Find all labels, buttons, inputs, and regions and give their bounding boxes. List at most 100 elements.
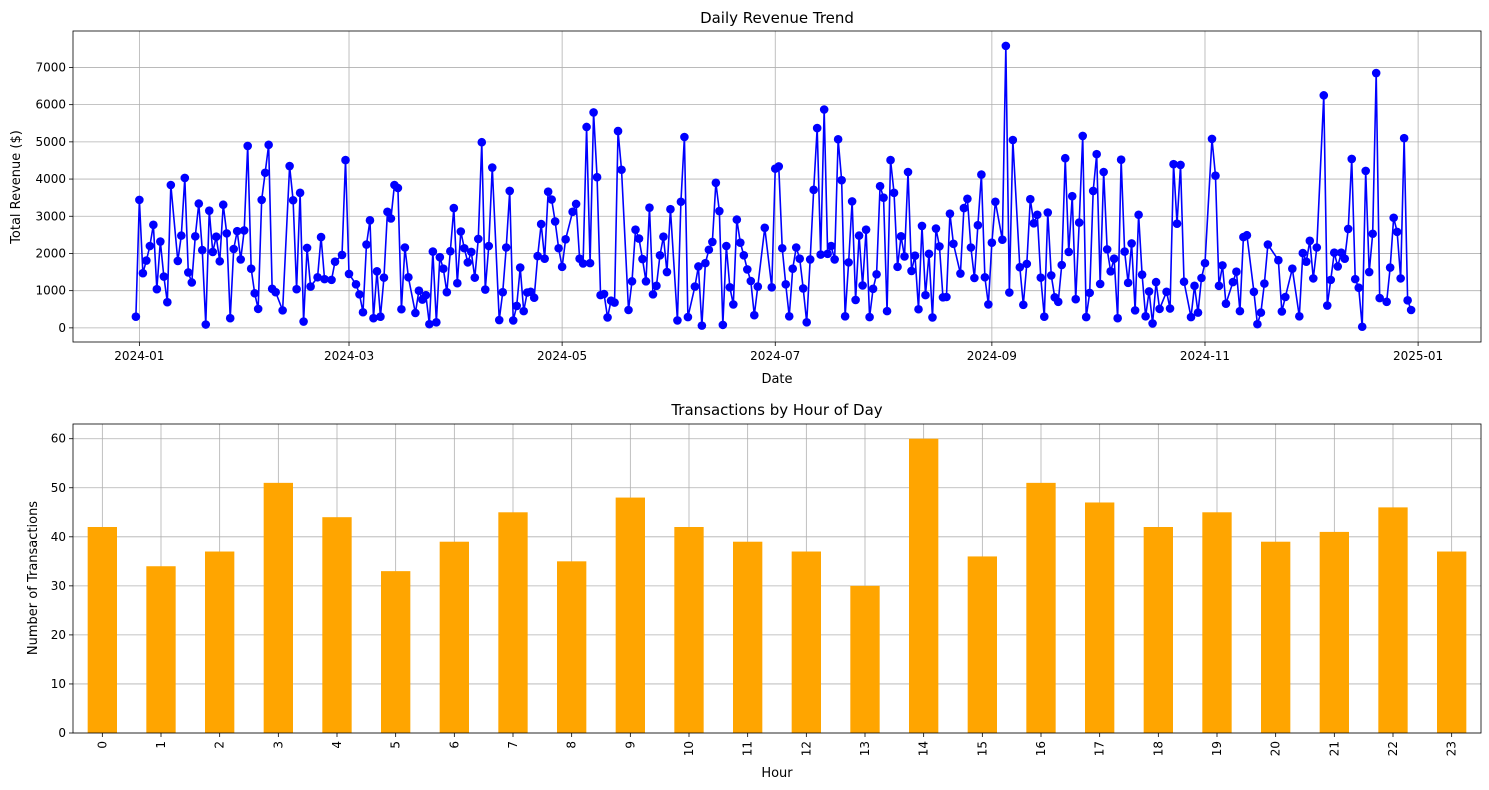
revenue-point (365, 216, 375, 225)
revenue-line-chart: 2024-01 2024-03 2024-05 2024-07 2024-09 2024-… (9, 9, 1482, 387)
hourly-x-tick-label: 14 (917, 741, 931, 756)
revenue-point (299, 317, 308, 326)
revenue-point (421, 290, 431, 300)
hourly-x-tick-label: 21 (1327, 741, 1341, 756)
revenue-point (851, 295, 860, 305)
revenue-point (1193, 308, 1203, 317)
revenue-point (1354, 283, 1364, 292)
revenue-point (1364, 267, 1374, 277)
revenue-point (858, 281, 867, 290)
revenue-chart-title: Daily Revenue Trend (700, 9, 854, 27)
revenue-point (536, 219, 546, 229)
revenue-point (1347, 154, 1357, 164)
hourly-x-tick-label: 6 (447, 741, 461, 749)
hourly-bar (439, 541, 469, 733)
revenue-point (823, 249, 832, 259)
revenue-point (910, 251, 920, 260)
revenue-point (302, 243, 312, 253)
revenue-point (568, 207, 577, 217)
hourly-y-tick-label: 60 (51, 432, 66, 446)
revenue-y-axis-label: Total Revenue ($) (9, 130, 24, 245)
revenue-point (725, 283, 735, 292)
revenue-point (508, 316, 518, 325)
revenue-gridlines (73, 31, 1481, 342)
revenue-point (470, 273, 480, 282)
revenue-point (924, 249, 934, 259)
revenue-point (257, 195, 266, 205)
revenue-point (243, 141, 252, 151)
revenue-point (694, 262, 703, 271)
revenue-point (662, 267, 672, 277)
revenue-point (652, 281, 661, 291)
revenue-point (215, 256, 225, 266)
revenue-point (1326, 275, 1336, 285)
revenue-point (987, 238, 997, 247)
revenue-point (1141, 312, 1150, 321)
hourly-bar (909, 438, 939, 733)
revenue-x-tick-label: 2024-07 (750, 349, 800, 363)
hourly-bar (1437, 551, 1467, 733)
revenue-point (159, 272, 169, 281)
revenue-point (1071, 294, 1081, 304)
hourly-bar (146, 566, 176, 733)
revenue-point (1186, 312, 1196, 322)
revenue-point (337, 250, 347, 260)
revenue-point (295, 188, 305, 198)
revenue-point (1350, 274, 1360, 284)
revenue-point (638, 254, 647, 264)
hourly-y-tick-label: 40 (51, 530, 66, 544)
revenue-point (1169, 159, 1178, 169)
revenue-series (131, 41, 1416, 332)
revenue-point (313, 272, 322, 282)
revenue-point (1116, 155, 1126, 165)
revenue-point (1067, 191, 1077, 201)
revenue-point (571, 199, 581, 209)
revenue-point (603, 313, 612, 322)
revenue-point (868, 284, 878, 294)
revenue-point (1333, 262, 1343, 271)
revenue-point (477, 137, 487, 147)
revenue-point (1277, 307, 1287, 316)
revenue-point (1274, 255, 1283, 265)
revenue-point (152, 284, 162, 294)
revenue-point (900, 252, 909, 261)
hourly-x-tick-label: 5 (389, 741, 403, 749)
revenue-point (1092, 149, 1101, 159)
revenue-point (1375, 293, 1384, 303)
revenue-point (865, 312, 874, 322)
revenue-point (624, 305, 633, 315)
revenue-point (585, 258, 595, 268)
revenue-point (184, 268, 193, 277)
revenue-point (1200, 258, 1210, 268)
revenue-point (1340, 254, 1350, 263)
revenue-point (627, 277, 637, 286)
hourly-bar (791, 551, 821, 733)
revenue-point (484, 241, 494, 251)
revenue-point (1106, 267, 1115, 276)
hourly-bar (1202, 512, 1232, 733)
revenue-point (432, 317, 441, 327)
revenue-point (1137, 270, 1147, 279)
revenue-point (1312, 243, 1322, 252)
revenue-point (715, 206, 724, 216)
hourly-bar (733, 541, 763, 733)
hourly-bar (674, 527, 704, 733)
revenue-point (1057, 260, 1067, 270)
revenue-point (795, 254, 805, 263)
revenue-point (1022, 259, 1032, 269)
revenue-point (998, 235, 1007, 244)
revenue-point (1263, 240, 1273, 249)
revenue-point (1113, 313, 1122, 323)
revenue-point (1399, 133, 1409, 143)
revenue-point (142, 256, 151, 265)
revenue-point (435, 252, 445, 262)
revenue-point (631, 225, 640, 234)
revenue-point (739, 251, 749, 260)
revenue-point (582, 122, 591, 132)
hourly-x-tick-label: 3 (271, 741, 285, 749)
revenue-point (903, 167, 913, 177)
hourly-x-tick-label: 0 (95, 741, 109, 749)
revenue-point (830, 255, 839, 264)
